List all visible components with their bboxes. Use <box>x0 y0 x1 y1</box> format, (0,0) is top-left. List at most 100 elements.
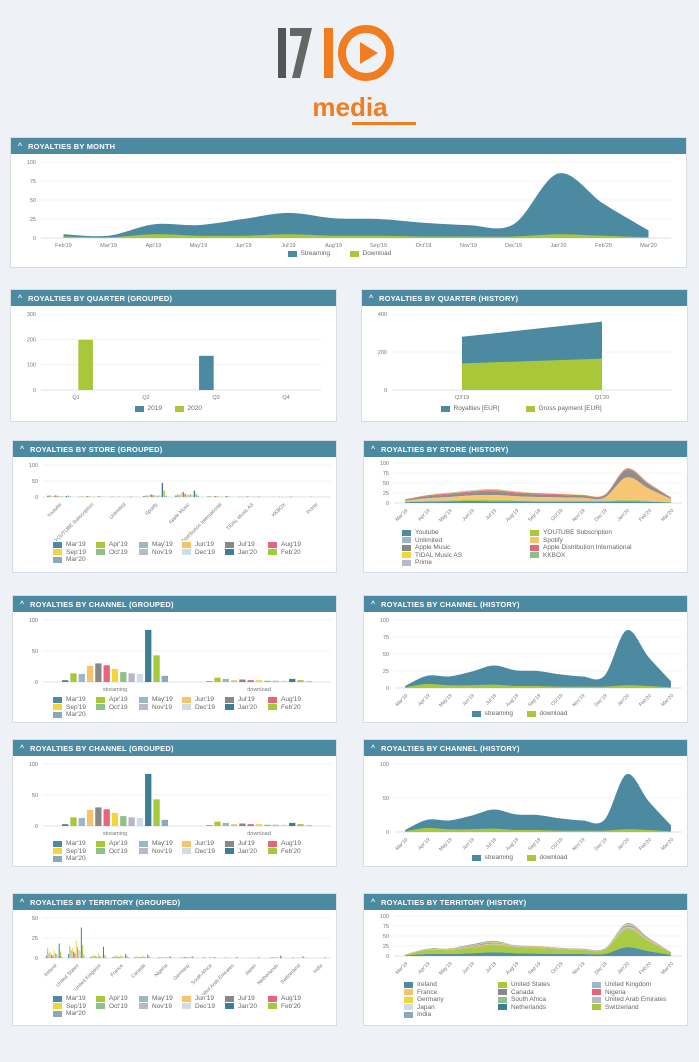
legend-item[interactable]: download <box>526 854 567 861</box>
legend-item[interactable]: Prime <box>402 559 432 566</box>
legend-item[interactable]: May'19 <box>139 840 173 847</box>
legend-item[interactable]: Spotify <box>530 537 563 544</box>
legend-item[interactable]: 2019 <box>134 405 162 412</box>
collapse-caret-icon[interactable]: ^ <box>371 898 376 906</box>
legend-item[interactable]: Aug'19 <box>268 995 301 1002</box>
collapse-caret-icon[interactable]: ^ <box>371 600 376 608</box>
legend-item[interactable]: Jan'20 <box>225 848 257 855</box>
legend-item[interactable]: streaming <box>471 854 513 861</box>
legend-item[interactable]: Apple Distribution International <box>530 544 632 551</box>
legend-item[interactable]: Oct'19 <box>96 704 128 711</box>
legend-item[interactable]: Aug'19 <box>268 541 301 548</box>
legend-item[interactable]: Streaming <box>287 250 330 257</box>
legend-item[interactable]: Royalties [EUR] <box>440 405 499 412</box>
legend-item[interactable]: Ireland <box>404 981 437 988</box>
legend-item[interactable]: Mar'20 <box>53 1010 86 1017</box>
legend-item[interactable]: May'19 <box>139 541 173 548</box>
legend-item[interactable]: Aug'19 <box>268 696 301 703</box>
legend-item[interactable]: United Kingdom <box>592 981 651 988</box>
legend-item[interactable]: Jan'20 <box>225 1003 257 1010</box>
legend-item[interactable]: streaming <box>471 710 513 717</box>
legend-item[interactable]: Nov'19 <box>139 1003 172 1010</box>
legend-item[interactable]: Jun'19 <box>182 840 214 847</box>
legend-item[interactable]: Apr'19 <box>96 995 128 1002</box>
legend-item[interactable]: Jun'19 <box>182 541 214 548</box>
legend-item[interactable]: Jun'19 <box>182 696 214 703</box>
collapse-caret-icon[interactable]: ^ <box>18 142 23 150</box>
panel-header[interactable]: ^ ROYALTIES BY QUARTER (HISTORY) <box>362 290 687 306</box>
legend-item[interactable]: Nov'19 <box>139 549 172 556</box>
legend-item[interactable]: Mar'19 <box>53 541 86 548</box>
legend-item[interactable]: Oct'19 <box>96 549 128 556</box>
panel-header[interactable]: ^ ROYALTIES BY CHANNEL (GROUPED) <box>13 740 336 756</box>
panel-header[interactable]: ^ ROYALTIES BY MONTH <box>11 138 686 154</box>
legend-item[interactable]: Mar'20 <box>53 855 86 862</box>
legend-item[interactable]: TIDAL Music AS <box>402 552 462 559</box>
legend-item[interactable]: Canada <box>498 989 534 996</box>
legend-item[interactable]: KKBOX <box>530 552 565 559</box>
legend-item[interactable]: Jun'19 <box>182 995 214 1002</box>
legend-item[interactable]: Dec'19 <box>182 704 215 711</box>
panel-header[interactable]: ^ ROYALTIES BY CHANNEL (HISTORY) <box>364 740 687 756</box>
collapse-caret-icon[interactable]: ^ <box>369 294 374 302</box>
legend-item[interactable]: India <box>404 1011 431 1018</box>
panel-header[interactable]: ^ ROYALTIES BY STORE (HISTORY) <box>364 441 687 457</box>
legend-item[interactable]: Nov'19 <box>139 848 172 855</box>
legend-item[interactable]: Sep'19 <box>53 704 86 711</box>
legend-item[interactable]: Jan'20 <box>225 549 257 556</box>
panel-header[interactable]: ^ ROYALTIES BY TERRITORY (GROUPED) <box>13 894 336 910</box>
legend-item[interactable]: Germany <box>404 996 444 1003</box>
legend-item[interactable]: Jan'20 <box>225 704 257 711</box>
legend-item[interactable]: YOUTUBE Subscription <box>530 529 612 536</box>
collapse-caret-icon[interactable]: ^ <box>20 744 25 752</box>
legend-item[interactable]: Dec'19 <box>182 549 215 556</box>
legend-item[interactable]: Gross payment [EUR] <box>525 405 602 412</box>
panel-header[interactable]: ^ ROYALTIES BY TERRITORY (HISTORY) <box>364 894 687 910</box>
legend-item[interactable]: download <box>526 710 567 717</box>
legend-item[interactable]: Sep'19 <box>53 549 86 556</box>
legend-item[interactable]: May'19 <box>139 696 173 703</box>
legend-item[interactable]: Apple Music <box>402 544 450 551</box>
legend-item[interactable]: Oct'19 <box>96 1003 128 1010</box>
legend-item[interactable]: 2020 <box>174 405 202 412</box>
legend-item[interactable]: Feb'20 <box>268 848 301 855</box>
legend-item[interactable]: Mar'19 <box>53 840 86 847</box>
legend-item[interactable]: Dec'19 <box>182 1003 215 1010</box>
legend-item[interactable]: Sep'19 <box>53 1003 86 1010</box>
legend-item[interactable]: Youtube <box>402 529 439 536</box>
collapse-caret-icon[interactable]: ^ <box>20 898 25 906</box>
legend-item[interactable]: Feb'20 <box>268 704 301 711</box>
legend-item[interactable]: Jul'19 <box>225 541 255 548</box>
legend-item[interactable]: United Arab Emirates <box>592 996 666 1003</box>
panel-header[interactable]: ^ ROYALTIES BY CHANNEL (GROUPED) <box>13 596 336 612</box>
legend-item[interactable]: Mar'19 <box>53 696 86 703</box>
legend-item[interactable]: South Africa <box>498 996 546 1003</box>
legend-item[interactable]: Japan <box>404 1004 435 1011</box>
legend-item[interactable]: Sep'19 <box>53 848 86 855</box>
collapse-caret-icon[interactable]: ^ <box>371 744 376 752</box>
legend-item[interactable]: Download <box>349 250 391 257</box>
legend-item[interactable]: United States <box>498 981 550 988</box>
legend-item[interactable]: Nov'19 <box>139 704 172 711</box>
legend-item[interactable]: Apr'19 <box>96 541 128 548</box>
legend-item[interactable]: Feb'20 <box>268 1003 301 1010</box>
legend-item[interactable]: Nigeria <box>592 989 626 996</box>
legend-item[interactable]: May'19 <box>139 995 173 1002</box>
legend-item[interactable]: Jul'19 <box>225 840 255 847</box>
collapse-caret-icon[interactable]: ^ <box>18 294 23 302</box>
collapse-caret-icon[interactable]: ^ <box>20 600 25 608</box>
legend-item[interactable]: Unlimited <box>402 537 442 544</box>
collapse-caret-icon[interactable]: ^ <box>371 445 376 453</box>
panel-header[interactable]: ^ ROYALTIES BY CHANNEL (HISTORY) <box>364 596 687 612</box>
legend-item[interactable]: Oct'19 <box>96 848 128 855</box>
legend-item[interactable]: Jul'19 <box>225 696 255 703</box>
legend-item[interactable]: Netherlands <box>498 1004 546 1011</box>
collapse-caret-icon[interactable]: ^ <box>20 445 25 453</box>
panel-header[interactable]: ^ ROYALTIES BY QUARTER (GROUPED) <box>11 290 336 306</box>
legend-item[interactable]: Dec'19 <box>182 848 215 855</box>
legend-item[interactable]: Feb'20 <box>268 549 301 556</box>
legend-item[interactable]: Apr'19 <box>96 840 128 847</box>
legend-item[interactable]: Apr'19 <box>96 696 128 703</box>
legend-item[interactable]: Jul'19 <box>225 995 255 1002</box>
legend-item[interactable]: France <box>404 989 437 996</box>
